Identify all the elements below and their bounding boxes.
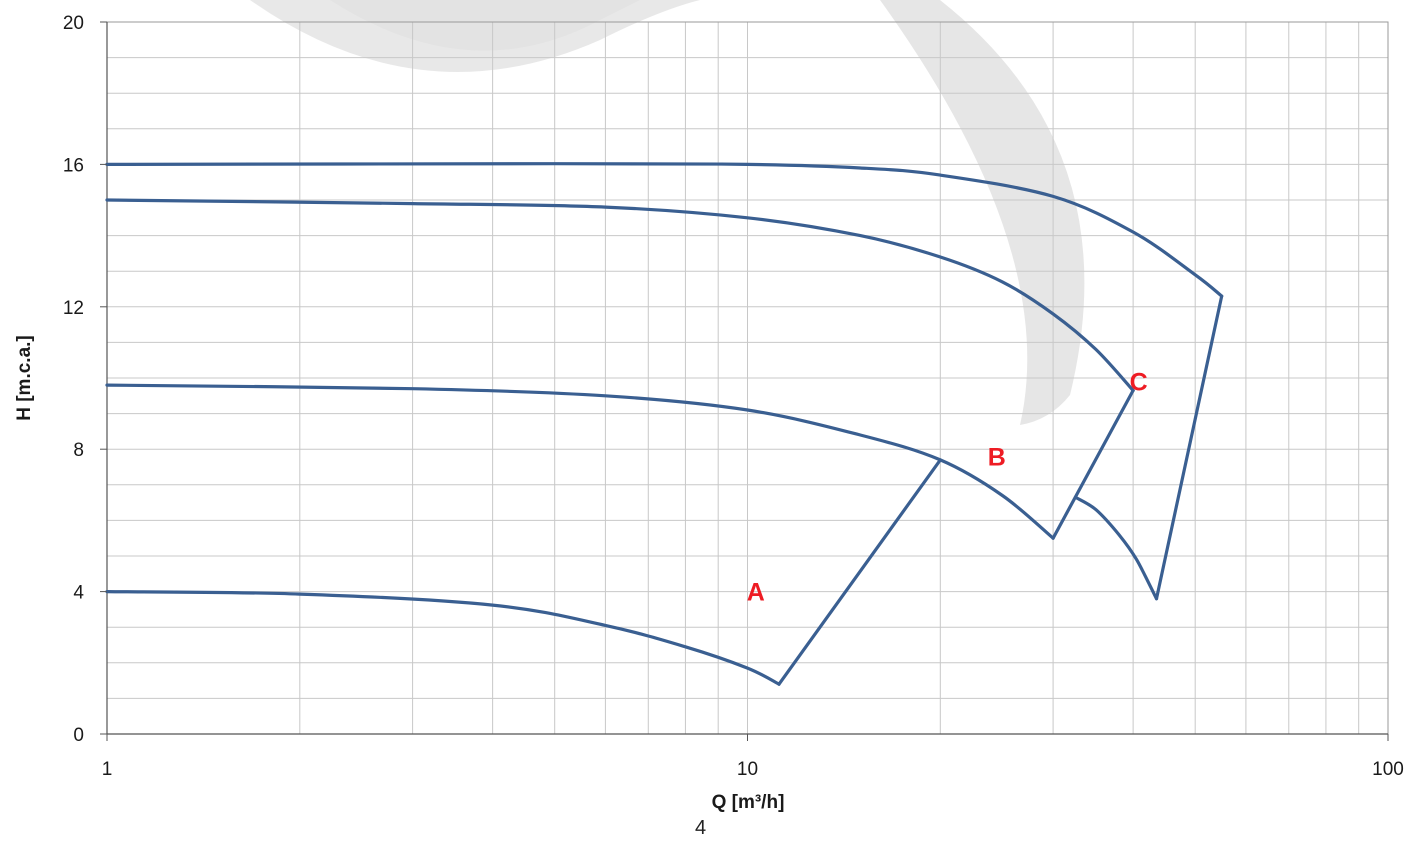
series-line-5 [105, 198, 1135, 393]
y-tick-label: 4 [73, 583, 84, 604]
x-tick-label: 10 [737, 759, 758, 780]
zone-label-c: C [1130, 369, 1148, 397]
tick-layer: 0 4 8 12 16 20 1 10 100 [63, 13, 1404, 780]
annotation-layer: A B C [747, 369, 1148, 607]
page-number: 4 [695, 817, 707, 839]
series-line-2 [777, 458, 942, 686]
zone-label-b: B [988, 443, 1006, 471]
series-line-1 [105, 590, 781, 686]
y-tick-label: 0 [73, 725, 84, 746]
y-tick-label: 12 [63, 298, 84, 319]
watermark-logo [250, 0, 1085, 425]
series-layer [105, 162, 1224, 686]
x-tick-label: 100 [1372, 759, 1404, 780]
y-tick-label: 20 [63, 13, 84, 34]
series-line-7 [1154, 294, 1224, 601]
series-line-8 [105, 162, 1224, 298]
y-tick-label: 8 [73, 440, 84, 461]
series-line-4 [1051, 388, 1135, 540]
y-axis-title: H [m.c.a.] [14, 335, 35, 421]
y-tick-label: 16 [63, 155, 84, 176]
x-tick-label: 1 [102, 759, 113, 780]
zone-label-a: A [747, 579, 765, 607]
series-line-3 [105, 383, 1055, 540]
grid [106, 21, 1389, 735]
series-line-6 [1073, 495, 1159, 601]
x-axis-title: Q [m³/h] [712, 792, 785, 813]
